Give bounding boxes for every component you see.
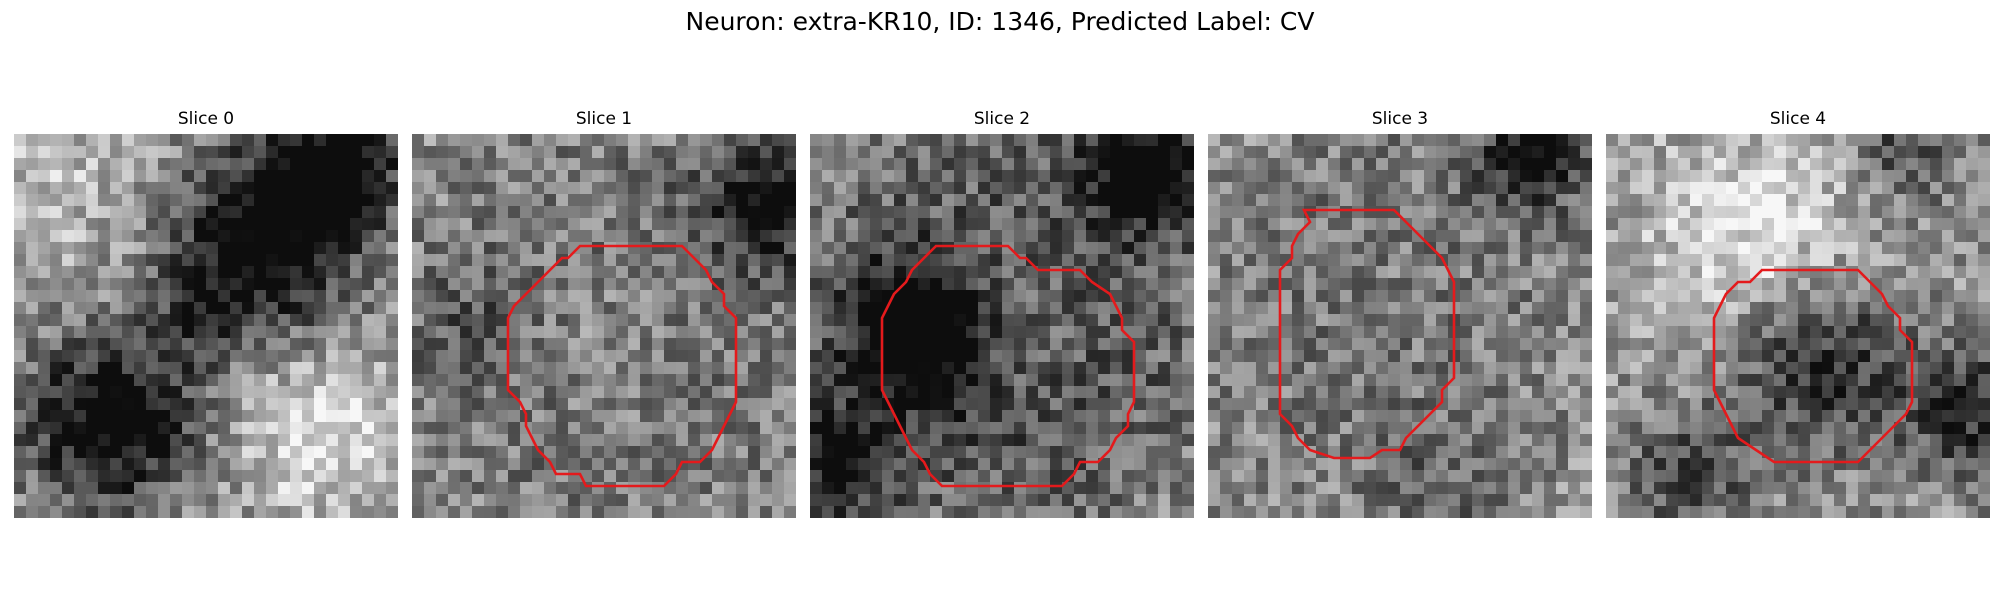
slice-title: Slice 3 (1371, 109, 1429, 129)
slice-title: Slice 2 (973, 109, 1031, 129)
slice-image-frame (1606, 134, 1990, 518)
microscopy-slice-image (412, 134, 796, 518)
slice-image-frame (810, 134, 1194, 518)
slice-panel-3: Slice 3 (1208, 108, 1592, 518)
slice-title: Slice 4 (1769, 109, 1827, 129)
microscopy-slice-image (1606, 134, 1990, 518)
slice-panel-0: Slice 0 (14, 108, 398, 518)
roi-contour (880, 244, 1136, 488)
slice-panel-1: Slice 1 (412, 108, 796, 518)
slice-title: Slice 0 (177, 109, 235, 129)
microscopy-slice-image (810, 134, 1194, 518)
slice-image-frame (1208, 134, 1592, 518)
slice-panel-4: Slice 4 (1606, 108, 1990, 518)
slice-image-frame (14, 134, 398, 518)
slice-panel-2: Slice 2 (810, 108, 1194, 518)
microscopy-slice-image (1208, 134, 1592, 518)
slice-title: Slice 1 (575, 109, 633, 129)
roi-contour (1278, 208, 1456, 460)
figure-title: Neuron: extra-KR10, ID: 1346, Predicted … (685, 7, 1315, 36)
slice-image-frame (412, 134, 796, 518)
roi-contour (1712, 268, 1914, 464)
roi-contour (506, 244, 738, 488)
microscopy-slice-image (14, 134, 398, 518)
